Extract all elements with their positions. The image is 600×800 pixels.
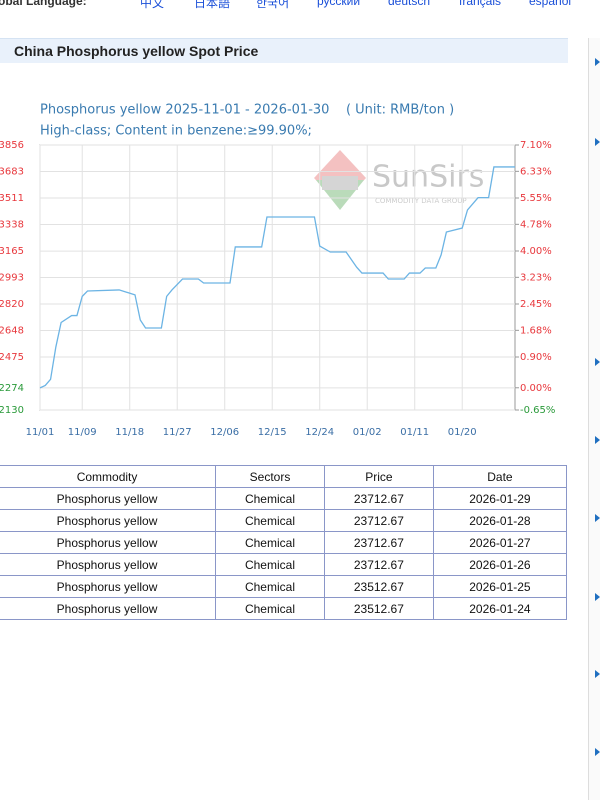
y2-tick-label: 5.55% bbox=[520, 193, 552, 204]
y-tick-label: 2475 bbox=[0, 352, 24, 363]
x-tick-label: 01/20 bbox=[448, 427, 477, 438]
y-tick-label: 2993 bbox=[0, 273, 24, 284]
x-tick-label: 01/02 bbox=[353, 427, 382, 438]
table-row: Phosphorus yellow Chemical 23712.67 2026-01… bbox=[0, 553, 568, 576]
y2-tick-label: 0.00% bbox=[520, 383, 552, 394]
x-tick-label: 11/01 bbox=[26, 427, 55, 438]
arrow-icon bbox=[595, 58, 600, 66]
column-header: Sectors bbox=[215, 465, 325, 488]
language-link[interactable]: deutsch bbox=[388, 0, 431, 8]
x-tick-label: 11/09 bbox=[68, 427, 97, 438]
table-cell: 2026-01-29 bbox=[432, 487, 568, 510]
price-line bbox=[39, 166, 515, 389]
watermark: SunSirs bbox=[372, 160, 484, 195]
arrow-icon bbox=[595, 358, 600, 366]
table-cell: 23512.67 bbox=[323, 597, 434, 620]
x-tick-label: 11/27 bbox=[163, 427, 192, 438]
arrow-icon bbox=[595, 670, 600, 678]
side-panel bbox=[588, 38, 600, 800]
table-cell: Chemical bbox=[215, 509, 325, 532]
language-label: obal Language: bbox=[0, 0, 87, 8]
table-cell: Phosphorus yellow bbox=[0, 553, 217, 576]
logo bbox=[314, 150, 366, 210]
arrow-icon bbox=[595, 436, 600, 444]
chart-subtitle: High-class; Content in benzene:≥99.90%; bbox=[40, 124, 312, 139]
table-row: Phosphorus yellow Chemical 23712.67 2026-01… bbox=[0, 487, 568, 510]
table-cell: 2026-01-25 bbox=[432, 575, 568, 598]
language-link[interactable]: 日本語 bbox=[194, 0, 231, 10]
y-tick-label: 3856 bbox=[0, 140, 24, 151]
table-row: Phosphorus yellow Chemical 23712.67 2026-01… bbox=[0, 509, 568, 532]
chart: SunSirs COMMODITY DATA GROUP Phosphorus … bbox=[0, 103, 555, 439]
table-cell: 23512.67 bbox=[323, 575, 434, 598]
table-cell: 2026-01-27 bbox=[432, 531, 568, 554]
x-tick-label: 12/24 bbox=[305, 427, 334, 438]
language-link[interactable]: français bbox=[459, 0, 502, 8]
table-cell: Chemical bbox=[215, 553, 325, 576]
x-tick-label: 12/06 bbox=[210, 427, 239, 438]
column-header: Commodity bbox=[0, 465, 217, 488]
y2-tick-label: 4.00% bbox=[520, 246, 552, 257]
language-link[interactable]: español bbox=[529, 0, 572, 8]
language-link[interactable]: русский bbox=[317, 0, 361, 8]
arrow-icon bbox=[595, 514, 600, 522]
table-row: Phosphorus yellow Chemical 23512.67 2026-01… bbox=[0, 597, 568, 620]
section-title: China Phosphorus yellow Spot Price bbox=[14, 43, 259, 59]
arrow-icon bbox=[595, 748, 600, 756]
table-cell: 23712.67 bbox=[323, 509, 434, 532]
table-cell: Chemical bbox=[215, 487, 325, 510]
y-tick-label: 2130 bbox=[0, 405, 24, 416]
table-cell: 2026-01-28 bbox=[432, 509, 568, 532]
y2-tick-label: 3.23% bbox=[520, 272, 552, 283]
watermark-sub: COMMODITY DATA GROUP bbox=[375, 197, 467, 205]
language-bar: obal Language: 中文 日本語 한국어 русский deutsc… bbox=[0, 0, 600, 10]
y2-tick-label: 6.33% bbox=[520, 166, 552, 177]
arrow-icon bbox=[595, 593, 600, 601]
table-cell: 2026-01-24 bbox=[432, 597, 568, 620]
price-table: Commodity Sectors Price Date Phosphorus yel… bbox=[0, 465, 568, 620]
column-header: Price bbox=[323, 465, 434, 488]
table-cell: Phosphorus yellow bbox=[0, 597, 217, 620]
chart-title: Phosphorus yellow 2025-11-01 - 2026-01-3… bbox=[40, 103, 454, 118]
table-header: Commodity Sectors Price Date bbox=[0, 465, 568, 488]
y-tick-label: 3338 bbox=[0, 220, 24, 231]
table-cell: Chemical bbox=[215, 575, 325, 598]
y-tick-label: 2648 bbox=[0, 325, 24, 336]
arrow-icon bbox=[595, 138, 600, 146]
table-cell: Chemical bbox=[215, 597, 325, 620]
table-cell: 23712.67 bbox=[323, 553, 434, 576]
table-row: Phosphorus yellow Chemical 23712.67 2026-01… bbox=[0, 531, 568, 554]
x-tick-label: 01/11 bbox=[400, 427, 429, 438]
table-row: Phosphorus yellow Chemical 23512.67 2026-01… bbox=[0, 575, 568, 598]
y2-tick-label: -0.65% bbox=[520, 405, 555, 416]
x-tick-label: 11/18 bbox=[115, 427, 144, 438]
table-cell: 23712.67 bbox=[323, 487, 434, 510]
y2-tick-label: 1.68% bbox=[520, 325, 552, 336]
y-tick-label: 3165 bbox=[0, 246, 24, 257]
language-link[interactable]: 한국어 bbox=[256, 0, 290, 10]
table-cell: Phosphorus yellow bbox=[0, 487, 217, 510]
section-header: China Phosphorus yellow Spot Price bbox=[0, 38, 568, 63]
column-header: Date bbox=[432, 465, 568, 488]
y2-tick-label: 7.10% bbox=[520, 140, 552, 151]
y-tick-label: 2274 bbox=[0, 383, 24, 394]
table-cell: 23712.67 bbox=[323, 531, 434, 554]
table-cell: Phosphorus yellow bbox=[0, 531, 217, 554]
y-tick-label: 3683 bbox=[0, 167, 24, 178]
table-cell: Phosphorus yellow bbox=[0, 509, 217, 532]
language-link[interactable]: 中文 bbox=[140, 0, 165, 10]
y-tick-label: 2820 bbox=[0, 299, 24, 310]
table-cell: Chemical bbox=[215, 531, 325, 554]
table-cell: Phosphorus yellow bbox=[0, 575, 217, 598]
y2-tick-label: 2.45% bbox=[520, 299, 552, 310]
y2-tick-label: 4.78% bbox=[520, 219, 552, 230]
table-cell: 2026-01-26 bbox=[432, 553, 568, 576]
x-tick-label: 12/15 bbox=[258, 427, 287, 438]
y-tick-label: 3511 bbox=[0, 193, 24, 204]
y2-tick-label: 0.90% bbox=[520, 352, 552, 363]
